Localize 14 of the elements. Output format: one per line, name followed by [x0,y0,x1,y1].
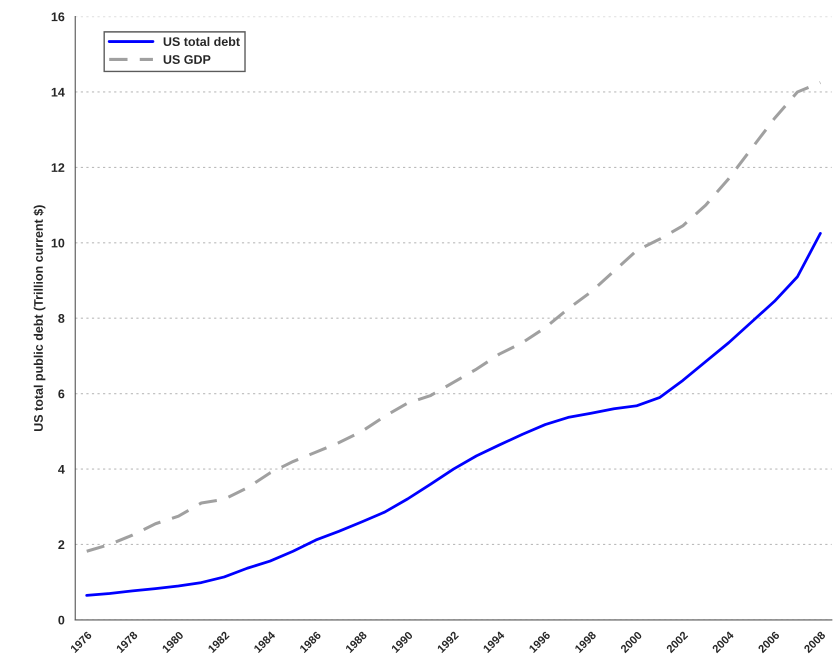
y-tick-label: 8 [58,314,64,323]
line-series [85,232,822,597]
y-tick-label: 10 [52,238,64,248]
y-tick-label: 16 [52,12,64,22]
y-tick-label: 4 [58,465,65,474]
y-tick-label: 6 [58,389,64,398]
line-series [85,81,822,553]
legend-label: US total debt [164,36,240,46]
y-tick-label: 2 [58,540,64,550]
y-tick-label: 12 [52,163,64,172]
y-axis-title: US total public debt (Trillion current $) [33,205,46,432]
legend-label: US GDP [164,55,210,64]
y-tick-label: 14 [52,88,65,97]
y-tick-label: 0 [58,616,64,625]
